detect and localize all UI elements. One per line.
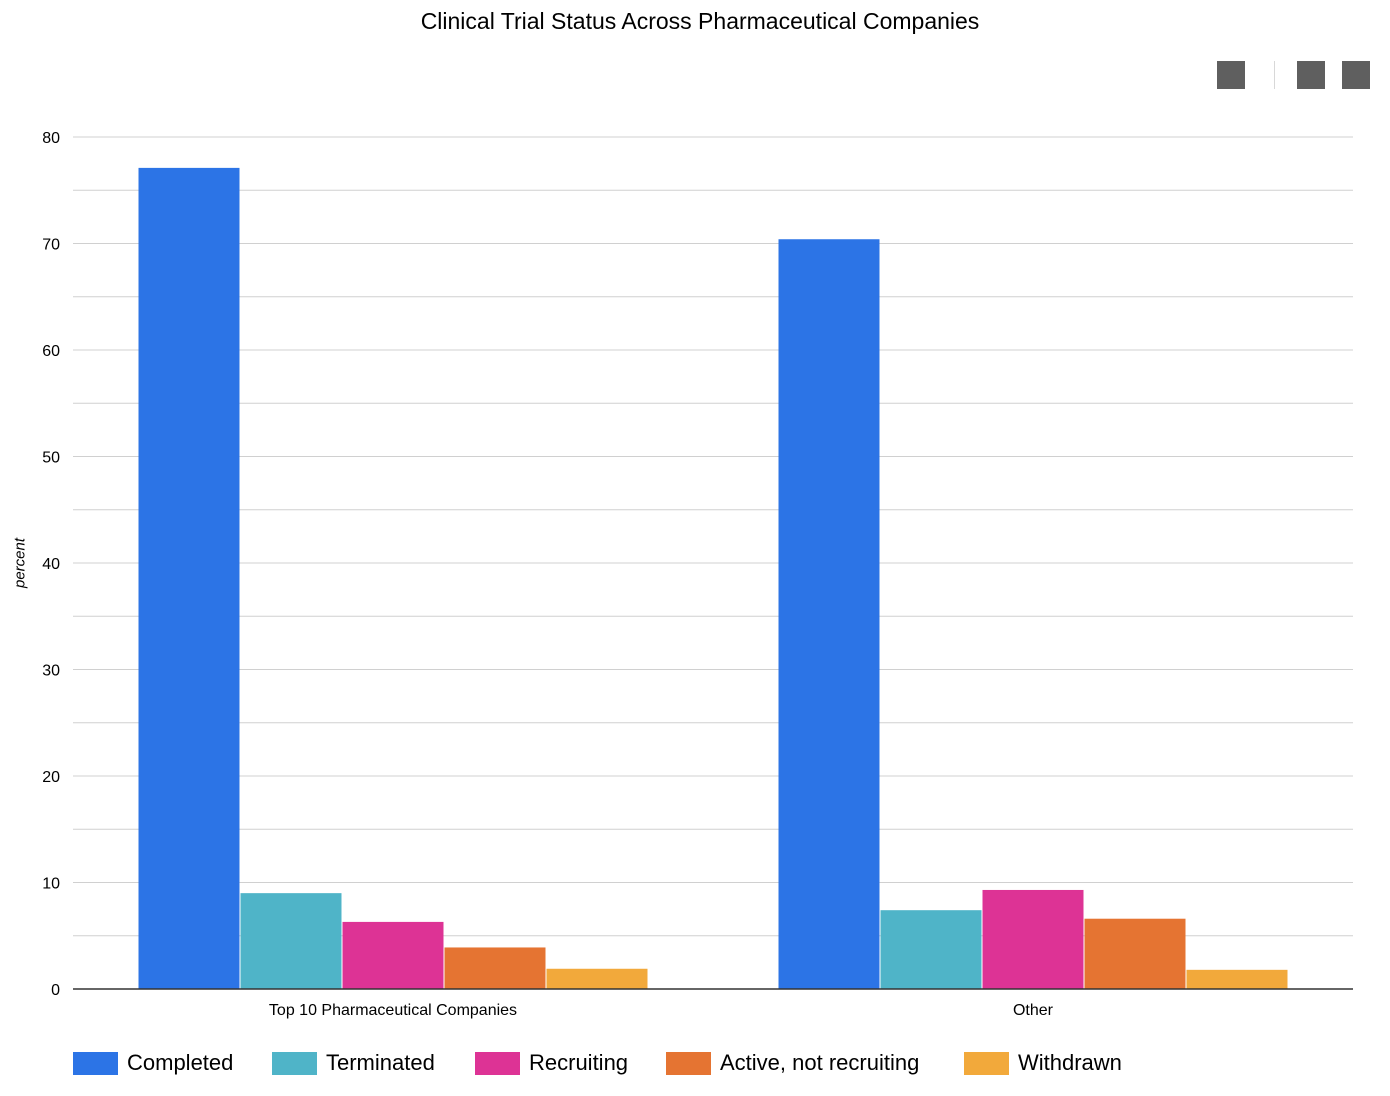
y-tick-label: 40 — [42, 556, 60, 573]
bar-terminated-1[interactable] — [240, 893, 342, 989]
y-tick-label: 60 — [42, 343, 60, 360]
legend-label: Terminated — [326, 1050, 435, 1075]
y-tick-label: 0 — [51, 982, 60, 999]
bar-withdrawn-1[interactable] — [546, 968, 648, 989]
legend-label: Active, not recruiting — [720, 1050, 920, 1075]
y-tick-label: 50 — [42, 450, 60, 467]
bar-completed-1[interactable] — [138, 167, 240, 989]
y-tick-label: 80 — [42, 130, 60, 147]
legend-label: Withdrawn — [1018, 1050, 1122, 1075]
bar-active-not-recruiting-2[interactable] — [1084, 918, 1186, 989]
legend-swatch — [475, 1051, 520, 1075]
y-tick-label: 10 — [42, 876, 60, 893]
legend-swatch — [666, 1051, 711, 1075]
bar-withdrawn-2[interactable] — [1186, 969, 1288, 989]
legend-item-terminated[interactable]: Terminated — [272, 1046, 435, 1080]
chart-toolbar — [1217, 61, 1377, 89]
x-tick-label: Other — [1013, 1002, 1054, 1019]
bar-completed-2[interactable] — [778, 239, 880, 990]
y-tick-label: 70 — [42, 237, 60, 254]
bar-recruiting-1[interactable] — [342, 921, 444, 989]
legend-label: Completed — [127, 1050, 234, 1075]
y-tick-label: 20 — [42, 769, 60, 786]
chart-title: Clinical Trial Status Across Pharmaceuti… — [420, 8, 980, 34]
y-tick-label: 30 — [42, 663, 60, 680]
toolbar-button-3-icon[interactable] — [1342, 61, 1370, 89]
legend-swatch — [73, 1051, 118, 1075]
legend-item-active-not-recruiting[interactable]: Active, not recruiting — [666, 1046, 919, 1080]
x-tick-label: Top 10 Pharmaceutical Companies — [269, 1002, 517, 1019]
legend-item-recruiting[interactable]: Recruiting — [475, 1046, 628, 1080]
bar-active-not-recruiting-1[interactable] — [444, 947, 546, 989]
bar-recruiting-2[interactable] — [982, 889, 1084, 989]
toolbar-divider — [1274, 61, 1275, 89]
legend-swatch — [272, 1051, 317, 1075]
legend-swatch — [964, 1051, 1009, 1075]
legend-label: Recruiting — [529, 1050, 629, 1075]
legend-item-completed[interactable]: Completed — [73, 1046, 233, 1080]
toolbar-button-1-icon[interactable] — [1217, 61, 1245, 89]
toolbar-button-2-icon[interactable] — [1297, 61, 1325, 89]
bar-terminated-2[interactable] — [880, 910, 982, 989]
legend-item-withdrawn[interactable]: Withdrawn — [964, 1046, 1122, 1080]
